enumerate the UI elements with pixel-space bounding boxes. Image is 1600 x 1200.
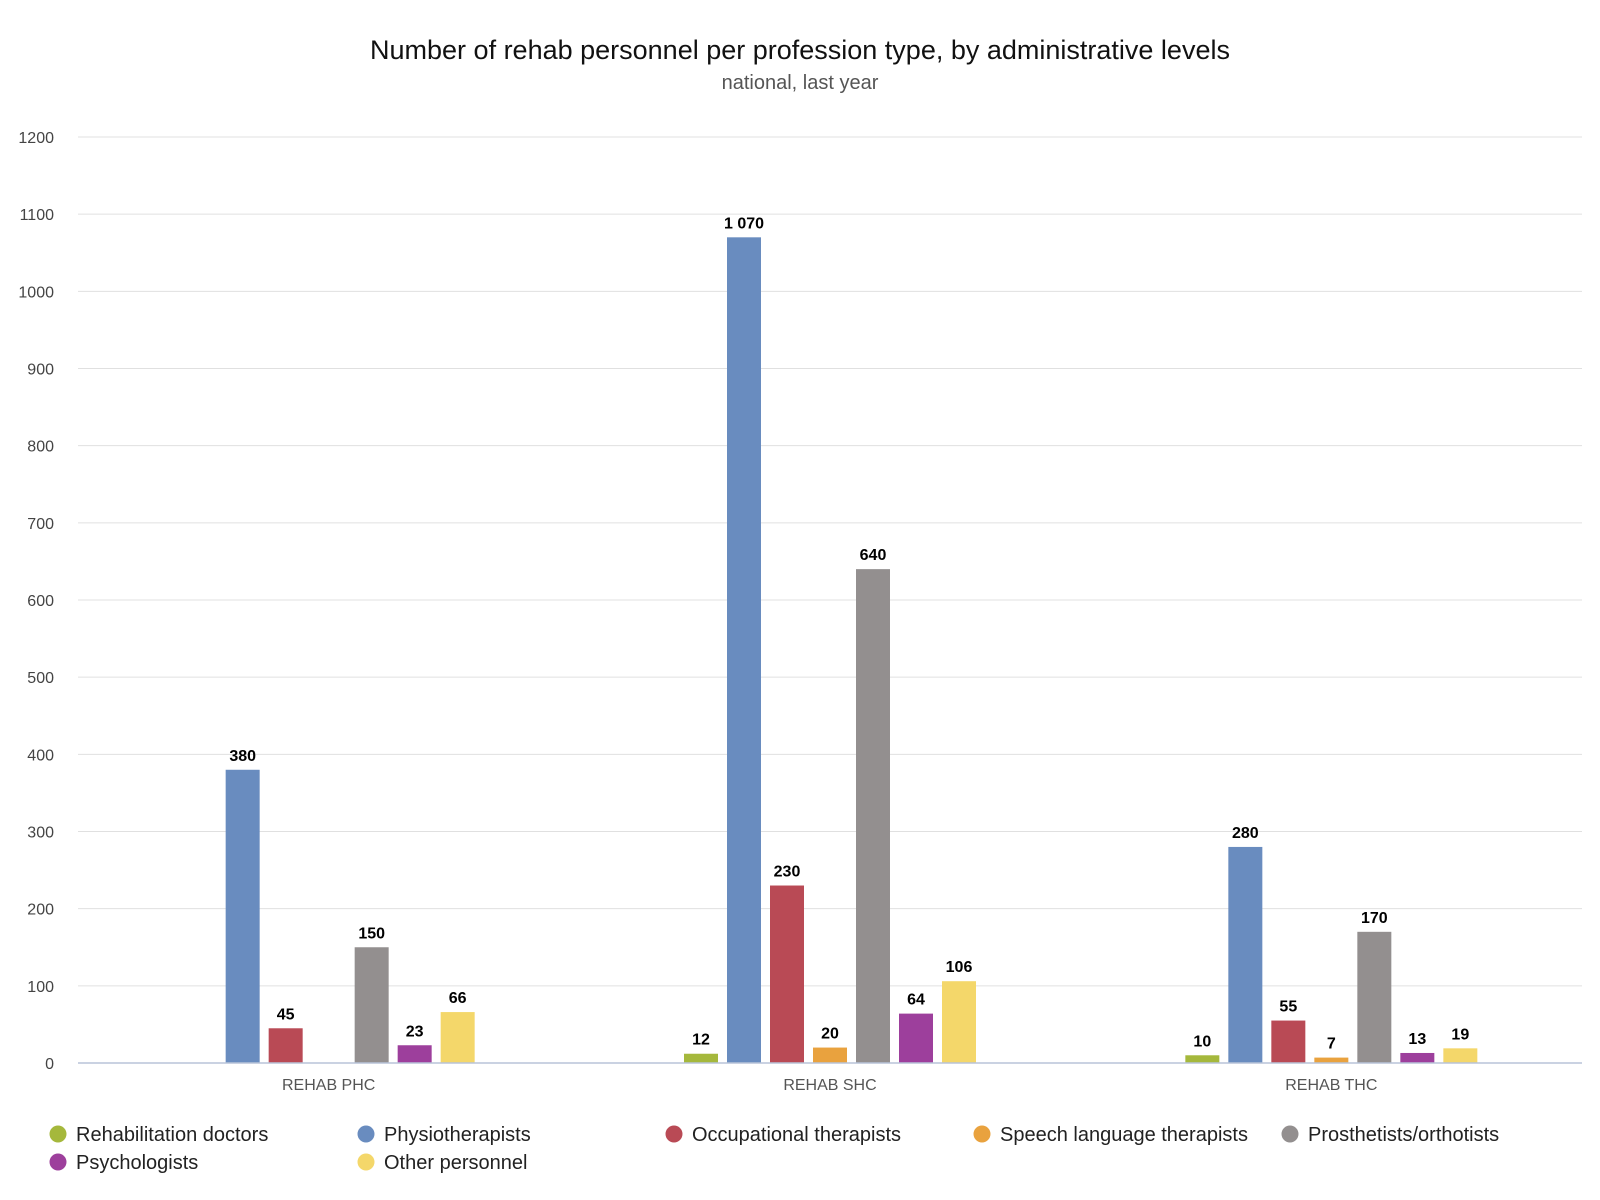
data-label: 280	[1232, 825, 1259, 842]
gridlines	[78, 136, 1582, 987]
legend-label: Other personnel	[384, 1152, 527, 1174]
bar	[813, 1047, 847, 1063]
data-label: 66	[449, 990, 467, 1007]
legend-item: Physiotherapists	[357, 1124, 531, 1146]
chart-subtitle: national, last year	[722, 72, 879, 94]
data-label: 10	[1193, 1033, 1211, 1050]
data-label: 23	[406, 1023, 424, 1040]
bar	[1185, 1055, 1220, 1063]
bar	[268, 1028, 303, 1063]
data-label: 64	[907, 992, 925, 1009]
x-category-label: REHAB THC	[1285, 1077, 1377, 1094]
data-label: 640	[860, 547, 887, 564]
bar	[1228, 846, 1263, 1063]
data-label: 55	[1279, 999, 1297, 1016]
y-tick-label: 300	[27, 825, 54, 842]
data-label: 170	[1361, 910, 1388, 927]
legend-marker	[357, 1153, 375, 1171]
legend-label: Physiotherapists	[384, 1124, 531, 1146]
legend-label: Speech language therapists	[1000, 1124, 1248, 1146]
legend-marker	[49, 1153, 67, 1171]
y-tick-label: 100	[27, 979, 54, 996]
legend: Rehabilitation doctors Physiotherapists Oc…	[49, 1124, 1499, 1174]
x-axis-categories: REHAB PHC REHAB SHC REHAB THC	[282, 1077, 1377, 1094]
data-label: 12	[692, 1032, 710, 1049]
data-label: 380	[229, 748, 256, 765]
y-tick-label: 800	[27, 439, 54, 456]
x-category-label: REHAB SHC	[783, 1077, 876, 1094]
legend-item: Other personnel	[357, 1152, 527, 1174]
legend-item: Speech language therapists	[973, 1124, 1248, 1146]
data-label: 7	[1327, 1036, 1336, 1053]
bar	[770, 885, 804, 1063]
bar	[354, 947, 389, 1063]
bar	[1400, 1052, 1435, 1063]
bar	[1357, 931, 1392, 1063]
data-label: 19	[1451, 1026, 1469, 1043]
bar	[727, 237, 761, 1064]
legend-marker	[357, 1125, 375, 1143]
chart-title: Number of rehab personnel per profession…	[370, 35, 1230, 65]
legend-marker	[49, 1125, 67, 1143]
legend-marker	[665, 1125, 683, 1143]
legend-marker	[1281, 1125, 1299, 1143]
y-tick-label: 1100	[20, 207, 55, 224]
data-label: 150	[358, 925, 385, 942]
y-tick-label: 1200	[18, 130, 54, 147]
legend-label: Prosthetists/orthotists	[1308, 1124, 1499, 1146]
data-label: 20	[821, 1026, 839, 1043]
bar	[684, 1053, 718, 1063]
bar	[225, 769, 260, 1063]
legend-item: Rehabilitation doctors	[49, 1124, 268, 1146]
y-axis-ticks: 0 100 200 300 400 500 600 700 800 900 1000 1100 1200	[18, 130, 54, 1073]
legend-item: Prosthetists/orthotists	[1281, 1124, 1499, 1146]
bars	[225, 237, 1478, 1064]
y-tick-label: 200	[27, 902, 54, 919]
y-tick-label: 600	[27, 593, 54, 610]
legend-label: Psychologists	[76, 1152, 198, 1174]
bar	[856, 569, 890, 1063]
data-label: 106	[946, 959, 973, 976]
y-tick-label: 0	[45, 1056, 54, 1073]
data-label: 1 070	[724, 215, 764, 232]
legend-label: Occupational therapists	[692, 1124, 901, 1146]
y-tick-label: 500	[27, 670, 54, 687]
data-labels: 380 45 150 23 66 12 1 070 230 20 640 64 106 10 280 55 7…	[229, 215, 1469, 1052]
data-label: 45	[277, 1006, 295, 1023]
data-label: 230	[774, 864, 801, 881]
bar	[440, 1012, 475, 1063]
bar	[1443, 1048, 1478, 1063]
legend-item: Occupational therapists	[665, 1124, 901, 1146]
bar	[1271, 1020, 1306, 1063]
y-tick-label: 900	[27, 362, 54, 379]
bar	[942, 981, 976, 1063]
data-label: 13	[1408, 1031, 1426, 1048]
y-tick-label: 400	[27, 747, 54, 764]
legend-label: Rehabilitation doctors	[76, 1124, 268, 1146]
x-category-label: REHAB PHC	[282, 1077, 375, 1094]
y-tick-label: 1000	[18, 284, 54, 301]
legend-item: Psychologists	[49, 1152, 198, 1174]
bar	[899, 1013, 933, 1063]
legend-marker	[973, 1125, 991, 1143]
bar	[1314, 1057, 1349, 1063]
y-tick-label: 700	[27, 516, 54, 533]
bar	[397, 1045, 432, 1063]
